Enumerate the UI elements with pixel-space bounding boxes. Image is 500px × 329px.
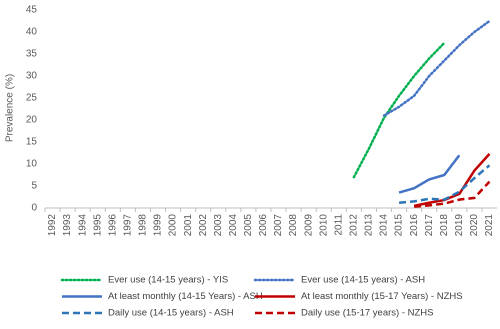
x-tick-label: 2015 (394, 214, 405, 237)
x-tick-label: 2018 (439, 214, 450, 237)
x-tick-label: 2017 (424, 214, 435, 237)
series-line (398, 164, 491, 204)
y-tick-label: 30 (26, 71, 38, 82)
series-line (413, 153, 491, 208)
series-line (382, 19, 491, 117)
y-tick-label: 20 (26, 115, 38, 126)
legend-label: Ever use (14-15 years) - ASH (301, 275, 425, 286)
legend-label: At least monthly (15-17 Years) - NZHS (301, 291, 463, 302)
y-tick-label: 40 (26, 27, 38, 38)
x-tick-label: 2004 (228, 214, 239, 237)
y-axis-label: Prevalence (%) (5, 74, 16, 142)
x-tick-label: 1998 (138, 214, 149, 237)
x-tick-label: 2012 (349, 214, 360, 237)
y-tick-label: 5 (31, 181, 37, 192)
x-tick-label: 1997 (123, 214, 134, 237)
x-tick-label: 2014 (379, 214, 390, 237)
x-tick-label: 2020 (469, 214, 480, 237)
x-tick-label: 1999 (153, 214, 164, 237)
y-tick-label: 35 (26, 49, 38, 60)
x-tick-label: 2021 (484, 214, 495, 237)
series-line (398, 154, 461, 194)
x-tick-label: 2005 (243, 214, 254, 237)
series-line (352, 41, 446, 179)
x-tick-label: 2007 (273, 214, 284, 237)
y-tick-label: 15 (26, 137, 38, 148)
legend-label: At least monthly (14-15 Years) - ASH (108, 291, 263, 302)
series-line (414, 180, 491, 208)
x-tick-label: 1995 (92, 214, 103, 237)
y-tick-label: 10 (26, 159, 38, 170)
x-tick-label: 2011 (333, 214, 344, 236)
x-tick-label: 2003 (213, 214, 224, 237)
x-tick-label: 2019 (454, 214, 465, 237)
x-tick-label: 2010 (318, 214, 329, 237)
x-tick-label: 1996 (107, 214, 118, 237)
y-tick-label: 45 (26, 5, 38, 16)
x-tick-label: 1992 (47, 214, 58, 237)
x-tick-label: 2013 (364, 214, 375, 237)
x-tick-label: 2009 (303, 214, 314, 237)
legend-label: Ever use (14-15 years) - YIS (108, 275, 228, 286)
x-tick-label: 1994 (77, 214, 88, 237)
x-tick-label: 2000 (168, 214, 179, 237)
x-tick-label: 1993 (62, 214, 73, 237)
y-tick-label: 25 (26, 93, 38, 104)
y-tick-label: 0 (31, 203, 37, 214)
legend-label: Daily use (15-17 years) - NZHS (301, 308, 434, 319)
x-tick-label: 2006 (258, 214, 269, 237)
x-tick-label: 2002 (198, 214, 209, 237)
x-tick-label: 2008 (288, 214, 299, 237)
x-tick-label: 2016 (409, 214, 420, 237)
legend-label: Daily use (14-15 years) - ASH (108, 308, 234, 319)
x-tick-label: 2001 (183, 214, 194, 237)
